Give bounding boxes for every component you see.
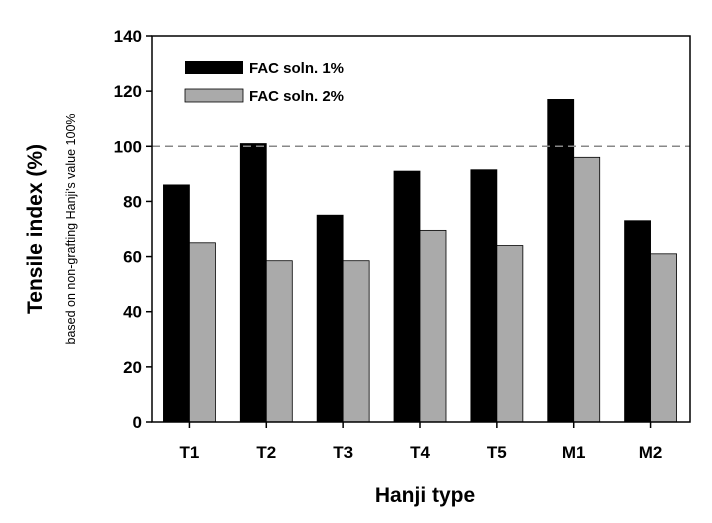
y-tick-label: 0 [133, 413, 142, 432]
x-tick-label: T1 [180, 443, 200, 462]
legend-label-series-1: FAC soln. 1% [249, 60, 344, 77]
x-axis-title: Hanji type [375, 484, 475, 507]
plot-frame [151, 35, 691, 423]
y-tick-label: 20 [123, 358, 142, 377]
bar-t2-series-2 [265, 260, 293, 423]
bar-t2-series-1 [239, 143, 267, 423]
bar-t1-series-2 [189, 242, 216, 423]
bar-t1-series-1 [163, 184, 190, 423]
x-tick-label: M1 [562, 443, 586, 462]
y-axis-subtitle: based on non-grafting Hanji's value 100% [64, 113, 78, 344]
legend-swatch-series-1 [185, 61, 243, 74]
x-tick-label: T3 [333, 443, 353, 462]
bar-m2-series-1 [624, 220, 651, 423]
y-tick-label: 80 [123, 192, 142, 211]
legend-label-series-2: FAC soln. 2% [249, 88, 344, 105]
bar-m1-series-1 [547, 99, 575, 423]
bars-group [163, 99, 677, 423]
legend-swatch-series-2 [184, 88, 244, 103]
bar-m2-series-2 [650, 253, 677, 423]
bar-t5-series-2 [496, 245, 524, 423]
legend: FAC soln. 1% FAC soln. 2% [184, 60, 344, 105]
x-tick-label: M2 [639, 443, 663, 462]
bar-t3-series-1 [316, 214, 344, 423]
bar-t4-series-1 [393, 170, 421, 423]
x-axis: T1 T2 T3 T4 T5 M1 M2 [180, 422, 663, 462]
y-tick-label: 60 [123, 248, 142, 267]
y-axis-title: Tensile index (%) [24, 144, 47, 314]
bar-t3-series-2 [342, 260, 370, 423]
y-tick-label: 100 [114, 137, 142, 156]
y-tick-label: 120 [114, 82, 142, 101]
y-tick-label: 40 [123, 303, 142, 322]
x-tick-label: T2 [256, 443, 276, 462]
x-tick-label: T4 [410, 443, 430, 462]
bar-m1-series-2 [573, 156, 601, 423]
bar-t5-series-1 [470, 169, 498, 423]
x-tick-label: T5 [487, 443, 507, 462]
y-axis: 0 20 40 60 80 100 120 140 [114, 27, 152, 432]
y-tick-label: 140 [114, 27, 142, 46]
bar-t4-series-2 [419, 229, 447, 423]
